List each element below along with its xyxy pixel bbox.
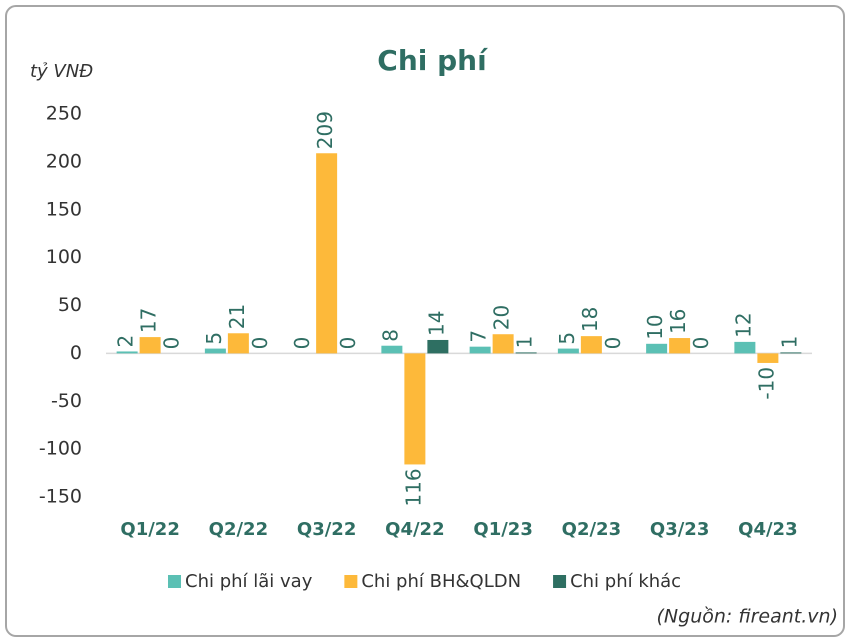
legend-swatch xyxy=(168,575,181,588)
data-label: 2 xyxy=(114,335,138,348)
legend-label: Chi phí BH&QLDN xyxy=(361,571,521,592)
chart-title: Chi phí xyxy=(377,44,488,77)
y-tick-label: 100 xyxy=(46,246,82,268)
x-tick-label: Q2/23 xyxy=(562,519,621,540)
x-tick-label: Q2/22 xyxy=(209,519,268,540)
y-tick-label: 150 xyxy=(46,198,82,220)
bar xyxy=(427,339,449,354)
data-label: 8 xyxy=(378,329,402,342)
bar xyxy=(227,333,249,354)
data-label: 21 xyxy=(225,304,249,329)
x-tick-label: Q1/23 xyxy=(473,519,532,540)
data-label: 0 xyxy=(336,337,360,350)
bar xyxy=(204,348,226,354)
data-label: 12 xyxy=(731,312,755,337)
x-tick-label: Q1/22 xyxy=(120,519,179,540)
bar xyxy=(646,343,668,354)
legend-label: Chi phí lãi vay xyxy=(185,571,313,592)
y-tick-label: 0 xyxy=(70,342,82,364)
data-label: 116 xyxy=(401,468,425,506)
bar xyxy=(557,348,579,354)
bar xyxy=(515,352,537,354)
legend-swatch xyxy=(553,575,567,588)
bar xyxy=(492,334,514,354)
bar xyxy=(116,351,138,354)
bar xyxy=(757,353,779,363)
data-label: 0 xyxy=(290,337,314,350)
data-label: 16 xyxy=(666,309,690,334)
y-tick-label: -100 xyxy=(39,438,82,460)
data-label: 0 xyxy=(160,337,184,350)
y-axis-label: tỷ VNĐ xyxy=(30,61,93,82)
data-label: 14 xyxy=(424,311,448,336)
data-label: 17 xyxy=(137,308,161,333)
data-label: 1 xyxy=(513,336,537,349)
bar xyxy=(780,352,802,354)
data-label: 209 xyxy=(313,111,337,149)
data-label: 18 xyxy=(578,307,602,332)
data-label: 0 xyxy=(601,337,625,350)
x-tick-label: Q3/23 xyxy=(650,519,709,540)
bar xyxy=(469,346,491,354)
bar xyxy=(404,353,426,465)
legend-label: Chi phí khác xyxy=(570,571,681,592)
data-label: 10 xyxy=(643,314,667,339)
y-tick-label: 50 xyxy=(58,294,82,316)
data-label: 0 xyxy=(689,337,713,350)
bar xyxy=(381,345,403,354)
x-tick-label: Q4/23 xyxy=(738,519,797,540)
bar xyxy=(139,337,161,354)
data-label: 5 xyxy=(202,332,226,345)
data-label: 7 xyxy=(467,330,491,343)
bar xyxy=(669,338,691,354)
chart-frame xyxy=(5,5,845,637)
y-tick-label: 200 xyxy=(46,150,82,172)
bar xyxy=(580,336,602,354)
data-label: 20 xyxy=(490,305,514,330)
data-label: 5 xyxy=(555,332,579,345)
data-label: 1 xyxy=(777,336,801,349)
y-tick-label: 250 xyxy=(46,103,82,125)
data-label: -10 xyxy=(754,367,778,400)
x-tick-label: Q4/22 xyxy=(385,519,444,540)
bar xyxy=(734,341,756,354)
data-label: 0 xyxy=(248,337,272,350)
source: (Nguồn: fireant.vn) xyxy=(657,606,838,628)
x-tick-label: Q3/22 xyxy=(297,519,356,540)
y-tick-label: -50 xyxy=(51,390,82,412)
y-tick-label: -150 xyxy=(39,486,82,508)
bar xyxy=(316,153,338,354)
legend-swatch xyxy=(344,575,358,588)
